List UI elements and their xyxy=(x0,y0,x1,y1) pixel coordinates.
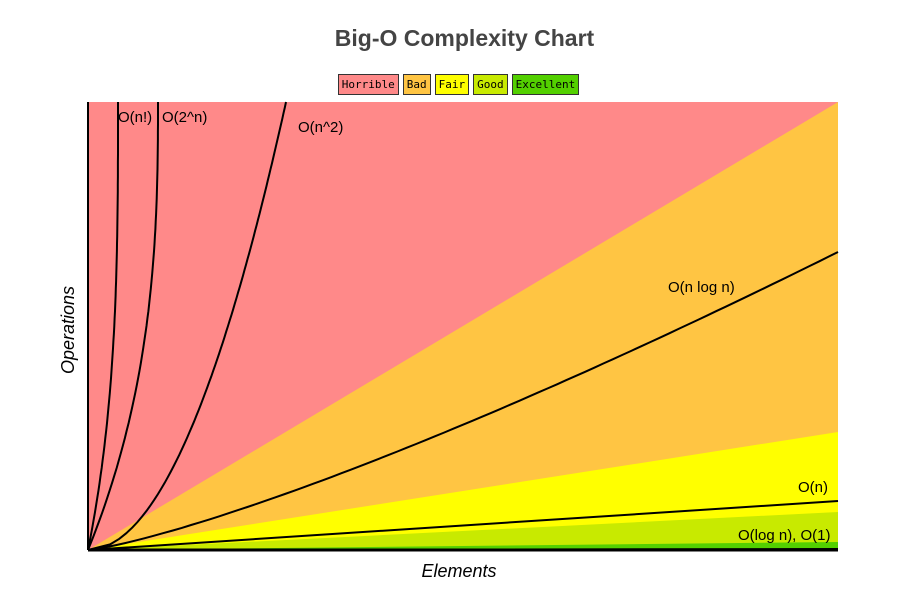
x-axis-label: Elements xyxy=(421,561,496,581)
label-factorial: O(n!) xyxy=(118,109,152,126)
curve-linear xyxy=(87,500,839,551)
label-exponential: O(2^n) xyxy=(162,109,207,126)
region-excellent xyxy=(88,542,838,550)
axes-layer xyxy=(87,102,838,552)
region-bad xyxy=(88,102,838,550)
regions-layer xyxy=(88,102,838,550)
curve-nlogn xyxy=(87,251,839,551)
label-nlogn: O(n log n) xyxy=(668,279,735,296)
label-linear: O(n) xyxy=(798,479,828,496)
label-quadratic: O(n^2) xyxy=(298,119,343,136)
curve-factorial xyxy=(87,102,119,551)
chart-title: Big-O Complexity Chart xyxy=(334,25,595,51)
legend-item-excellent: Excellent xyxy=(511,74,580,95)
legend-item-good: Good xyxy=(473,74,508,95)
region-fair xyxy=(88,432,838,550)
legend-item-fair: Fair xyxy=(434,74,470,95)
legend: Horrible Bad Fair Good Excellent xyxy=(0,74,917,95)
legend-item-bad: Bad xyxy=(402,74,431,95)
labels-layer: O(n!) O(2^n) O(n^2) O(n log n) O(n) O(lo… xyxy=(58,109,831,581)
y-axis-label: Operations xyxy=(58,286,78,374)
curve-exponential xyxy=(87,102,159,551)
legend-item-horrible: Horrible xyxy=(337,74,399,95)
curve-quadratic xyxy=(87,101,287,551)
region-good xyxy=(88,512,838,550)
label-log-constant: O(log n), O(1) xyxy=(738,527,831,544)
